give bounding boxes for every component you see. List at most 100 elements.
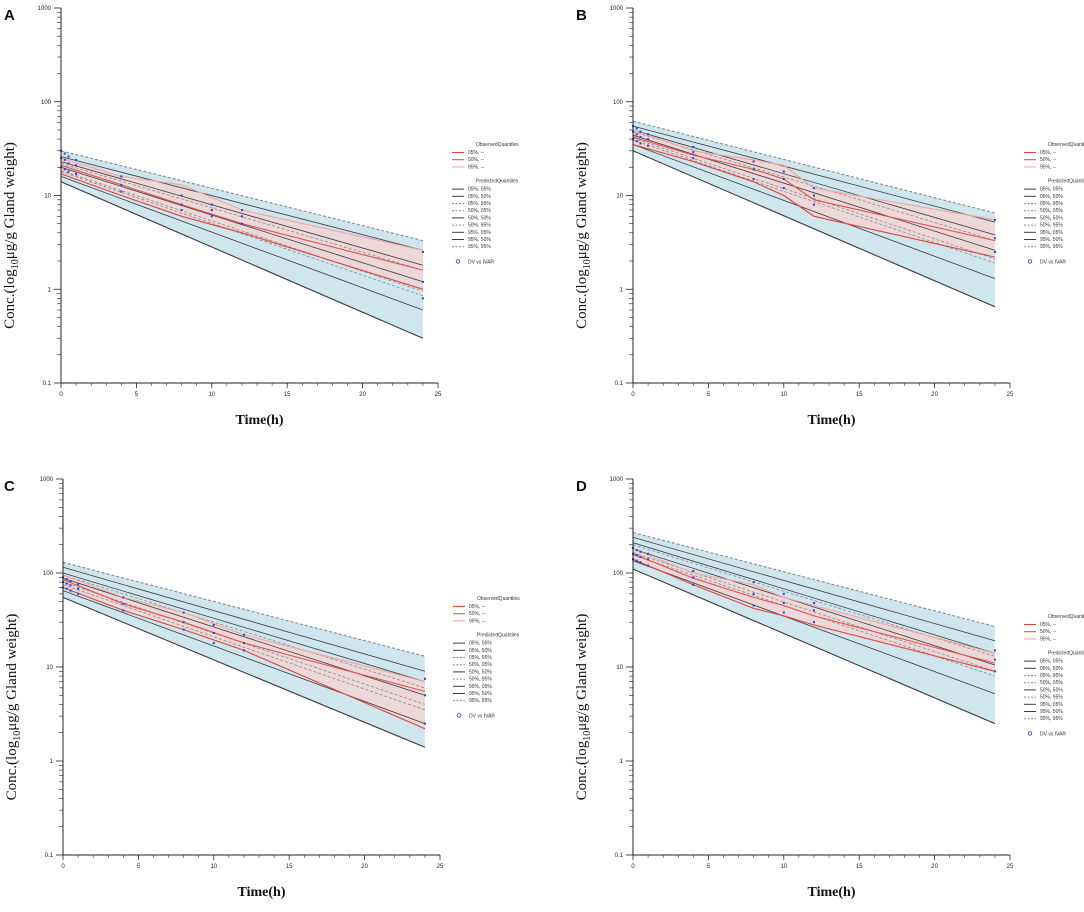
- legend-observed-item: 50%, --: [468, 157, 484, 163]
- legend-observed-title: ObservedQuantiles: [477, 596, 520, 602]
- observation-point: [752, 592, 755, 595]
- observation-point: [782, 592, 785, 595]
- observation-point: [67, 162, 70, 165]
- legend-predicted-item: 50%, 50%: [469, 669, 492, 675]
- y-label-subscript: 10: [582, 259, 593, 269]
- legend-predicted-item: 05%, 05%: [469, 641, 492, 647]
- observation-point: [647, 558, 650, 561]
- y-tick-label: 100: [613, 571, 624, 577]
- legend-predicted-title: PredictedQuantiles: [477, 633, 520, 639]
- predicted-line: [60, 171, 424, 297]
- observation-point: [67, 155, 70, 158]
- y-axis-label: Conc.(log10μg/g Gland weight): [574, 614, 593, 801]
- observation-point: [692, 583, 695, 586]
- x-tick-label: 0: [631, 864, 635, 870]
- legend-predicted-item: 95%, 95%: [469, 698, 492, 704]
- x-axis-label: Time(h): [808, 885, 856, 900]
- observation-point: [421, 280, 424, 283]
- observation-point: [65, 578, 68, 581]
- predicted-line: [60, 170, 424, 292]
- y-tick-label: 1000: [610, 477, 624, 483]
- legend-observed-item: 05%, --: [469, 604, 485, 610]
- legend-observed-title: ObservedQuantiles: [1048, 614, 1084, 620]
- predicted-line: [632, 568, 996, 725]
- y-tick-label: 10: [616, 665, 623, 671]
- observation-point: [635, 127, 638, 130]
- y-tick-label: 1: [620, 287, 624, 293]
- legend-predicted-item: 05%, 50%: [468, 194, 491, 200]
- x-tick-label: 20: [931, 864, 938, 870]
- legend-predicted-item: 95%, 50%: [469, 691, 492, 697]
- observation-point: [69, 580, 72, 583]
- x-tick-label: 5: [707, 392, 711, 398]
- x-axis-label: Time(h): [808, 413, 856, 428]
- observation-point: [993, 237, 996, 240]
- x-tick-label: 25: [1007, 864, 1014, 870]
- observation-point: [180, 194, 183, 197]
- observation-point: [647, 133, 650, 136]
- predicted-line: [632, 560, 996, 695]
- observation-point: [120, 190, 123, 193]
- legend-predicted-item: 05%, 50%: [1040, 194, 1063, 200]
- y-tick-label: 0.1: [45, 853, 54, 859]
- observation-point: [812, 187, 815, 190]
- legend-swatch-points: [455, 259, 461, 264]
- observation-point: [423, 722, 426, 725]
- legend-predicted-item: 05%, 95%: [469, 655, 492, 661]
- predicted-line: [632, 134, 996, 251]
- legend-observed-title: ObservedQuantiles: [476, 142, 519, 148]
- legend-predicted-item: 05%, 95%: [1040, 201, 1063, 207]
- predicted-line: [62, 584, 426, 711]
- y-tick-label: 10: [44, 194, 51, 200]
- panel-b: B 0.1 1 10 100 1000 0 5 10 15 20 25 Time(h) Conc.(log…: [574, 6, 1084, 428]
- y-axis-label: Conc.(log10μg/g Gland weight): [2, 142, 21, 329]
- observed-line: [632, 553, 996, 664]
- predicted-line: [632, 150, 996, 308]
- observation-point: [65, 582, 68, 585]
- x-tick-label: 20: [361, 864, 368, 870]
- legend-predicted-item: 50%, 05%: [1040, 680, 1063, 686]
- legend-points-item: DV vs IVAR: [1040, 259, 1066, 265]
- observation-point: [782, 187, 785, 190]
- panel-letter: B: [576, 7, 587, 24]
- legend-points-item: DV vs IVAR: [468, 259, 494, 265]
- observation-point: [812, 194, 815, 197]
- y-axis-label: Conc.(log10μg/g Gland weight): [574, 142, 593, 329]
- y-tick-label: 100: [41, 100, 52, 106]
- observation-point: [212, 631, 215, 634]
- observation-point: [242, 649, 245, 652]
- predicted-line: [632, 542, 996, 654]
- observed-line: [632, 548, 996, 654]
- legend-swatch-points: [1027, 731, 1033, 736]
- legend-predicted-item: 95%, 50%: [1040, 709, 1063, 715]
- observation-point: [812, 621, 815, 624]
- y-label-subscript: 10: [12, 731, 23, 741]
- observation-point: [69, 584, 72, 587]
- predicted-line: [632, 125, 996, 223]
- legend-observed-item: 05%, --: [468, 150, 484, 156]
- observation-point: [423, 677, 426, 680]
- legend-observed-title: ObservedQuantiles: [1048, 142, 1084, 148]
- legend: ObservedQuantiles 05%, --50%, --95%, -- Pr…: [1024, 614, 1084, 737]
- predicted-line: [62, 596, 426, 748]
- predicted-line: [632, 536, 996, 642]
- observation-point: [240, 222, 243, 225]
- observation-point: [639, 136, 642, 139]
- y-label-suffix: μg/g Gland weight): [574, 142, 590, 259]
- observation-point: [421, 250, 424, 253]
- legend-predicted-item: 95%, 95%: [1040, 716, 1063, 722]
- x-tick-label: 25: [1007, 392, 1014, 398]
- legend-predicted-item: 95%, 95%: [468, 244, 491, 250]
- y-label-suffix: μg/g Gland weight): [574, 614, 590, 731]
- legend-predicted-item: 05%, 05%: [1040, 187, 1063, 193]
- x-tick-label: 25: [437, 864, 444, 870]
- observation-point: [182, 628, 185, 631]
- observation-point: [180, 209, 183, 212]
- predicted-line: [632, 548, 996, 666]
- predicted-line: [60, 163, 424, 271]
- observation-point: [75, 164, 78, 167]
- predicted-line: [632, 531, 996, 628]
- observation-point: [692, 145, 695, 148]
- observation-point: [752, 168, 755, 171]
- legend-predicted-item: 05%, 95%: [1040, 673, 1063, 679]
